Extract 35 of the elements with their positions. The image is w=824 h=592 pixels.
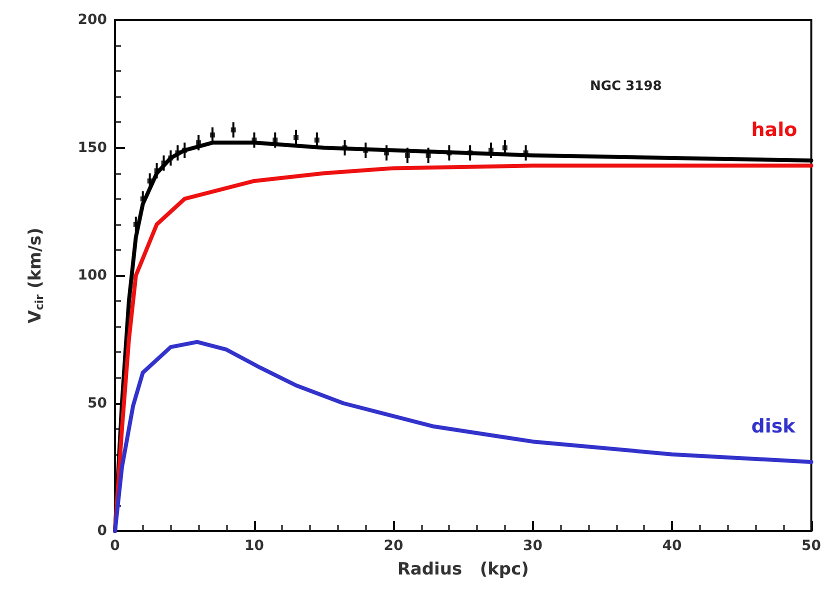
point (182, 148, 188, 153)
point (161, 160, 166, 166)
y-axis-title: Vcir (km/s) (26, 228, 46, 324)
point (314, 138, 320, 143)
x-tick-label: 10 (244, 538, 264, 554)
point (168, 155, 174, 160)
x-tick-label: 0 (110, 538, 120, 554)
point (294, 135, 299, 140)
x-tick-label: 20 (384, 538, 404, 554)
point (342, 145, 348, 150)
series-label: halo (751, 119, 798, 142)
y-tick-label: 200 (78, 12, 108, 28)
point (468, 150, 473, 156)
point (404, 152, 410, 158)
y-tick-label: 150 (78, 140, 108, 156)
point (147, 178, 152, 184)
annotation: NGC 3198 (590, 79, 662, 94)
y-tick-label: 100 (78, 268, 108, 284)
point (502, 145, 508, 150)
point (446, 150, 452, 156)
point (272, 138, 278, 143)
x-tick-label: 40 (662, 538, 682, 554)
point (230, 127, 236, 132)
series-label: disk (751, 416, 796, 438)
point (175, 150, 180, 156)
point (426, 152, 431, 158)
y-tick-label: 50 (88, 395, 108, 412)
x-tick-label: 30 (523, 538, 543, 554)
x-axis-title: Radius (kpc) (397, 560, 529, 580)
y-tick-label: 0 (97, 523, 108, 539)
line-series (113, 340, 814, 533)
point (154, 168, 160, 174)
point (196, 140, 202, 146)
x-tick-label: 50 (802, 538, 822, 554)
point (210, 132, 215, 138)
